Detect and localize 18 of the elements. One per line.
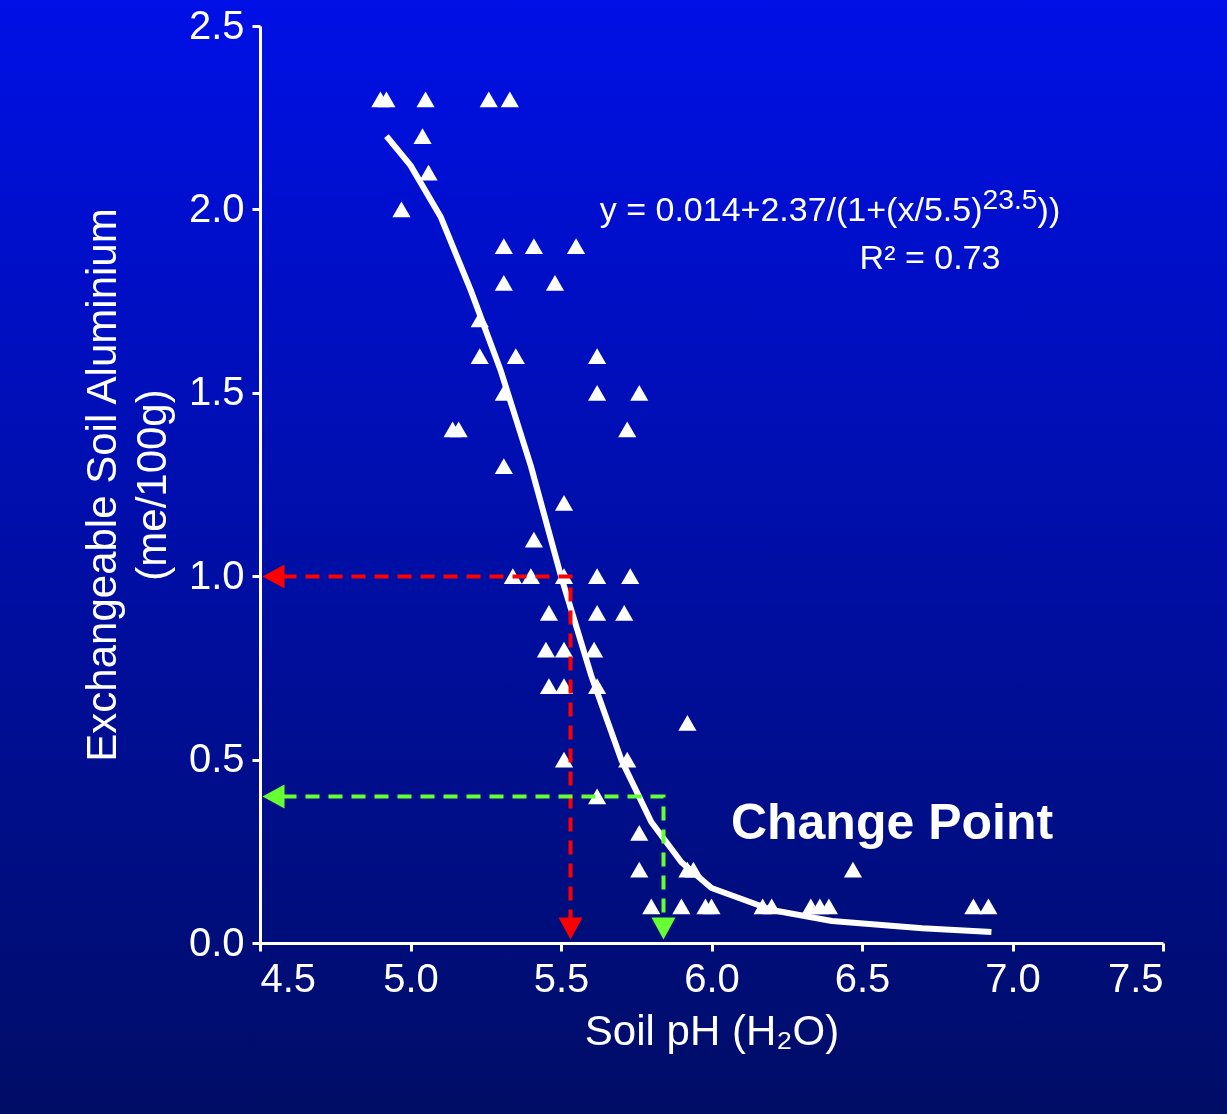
- y-tick-label: 1.0: [188, 552, 245, 597]
- x-tick-label: 7.0: [985, 955, 1041, 1000]
- y-tick-label: 0.5: [188, 736, 245, 781]
- annotation: R² = 0.73: [859, 238, 1001, 277]
- annotation: y = 0.014+2.37/(1+(x/5.5)$^{23.5}$)): [599, 183, 1061, 230]
- x-axis-title: Soil pH (H₂O): [584, 1006, 840, 1054]
- y-tick-label: 0.0: [188, 919, 245, 964]
- x-tick-label: 7.5: [1107, 955, 1164, 1000]
- y-tick-label: 2.0: [188, 185, 245, 230]
- annotation: Change Point: [730, 793, 1054, 851]
- y-tick-label: 2.5: [188, 2, 245, 47]
- x-tick-label: 6.5: [834, 955, 891, 1000]
- y-tick-label: 1.5: [188, 369, 245, 414]
- x-tick-label: 5.0: [383, 955, 439, 1000]
- y-axis-title: Exchangeable Soil Aluminium (me/100g): [77, 208, 175, 762]
- x-tick-label: 5.5: [533, 955, 590, 1000]
- x-tick-label: 4.5: [260, 955, 317, 1000]
- x-tick-label: 6.0: [684, 955, 740, 1000]
